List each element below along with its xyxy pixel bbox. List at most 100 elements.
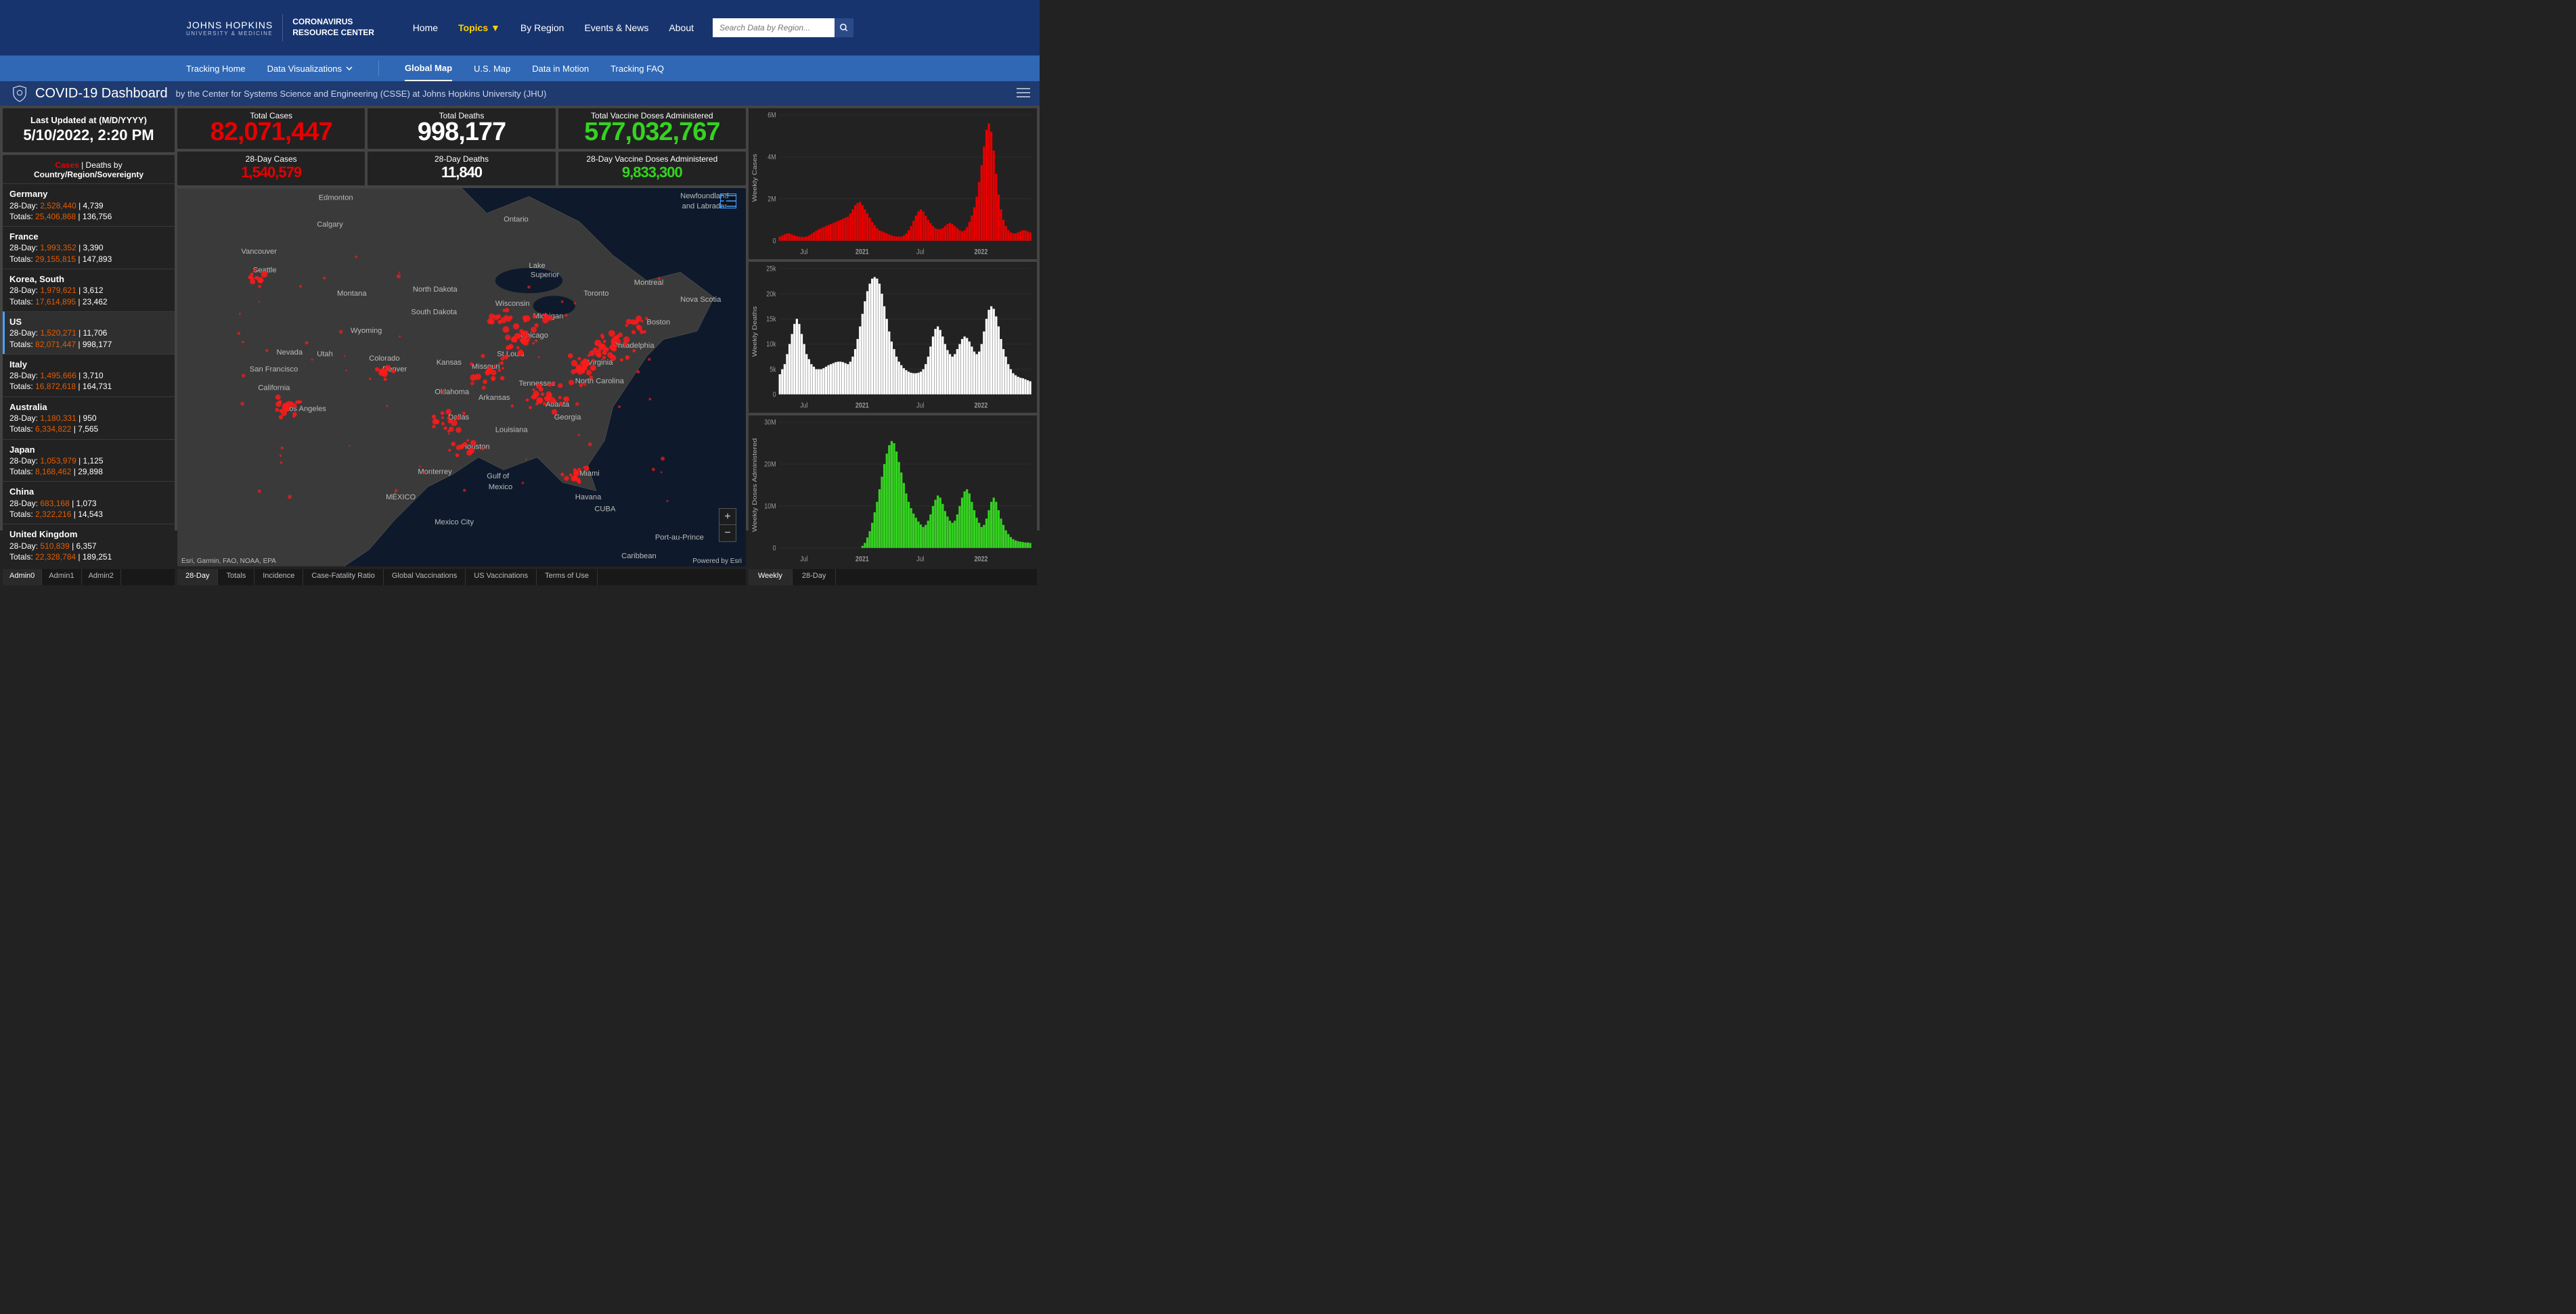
- topnav-item[interactable]: Home: [413, 22, 438, 33]
- metric-tab[interactable]: Terms of Use: [537, 569, 598, 585]
- stat-value: 998,177: [370, 119, 552, 145]
- zoom-in-button[interactable]: +: [719, 509, 736, 525]
- stat-label: 28-Day Vaccine Doses Administered: [561, 154, 743, 164]
- svg-text:2022: 2022: [974, 402, 987, 410]
- list-header: Cases | Deaths by Country/Region/Soverei…: [3, 155, 175, 183]
- subnav-item[interactable]: Data Visualizations: [267, 57, 353, 81]
- country-28day: 28-Day: 2,528,440 | 4,739: [9, 200, 169, 211]
- brand-right: CORONAVIRUS RESOURCE CENTER: [292, 17, 374, 38]
- admin-tab[interactable]: Admin1: [42, 569, 81, 585]
- country-row[interactable]: Italy28-Day: 1,495,666 | 3,710Totals: 16…: [3, 354, 175, 397]
- svg-text:30M: 30M: [764, 419, 776, 427]
- country-row[interactable]: Korea, South28-Day: 1,979,621 | 3,612Tot…: [3, 269, 175, 311]
- chart-deaths: 05k10k15k20k25kJul2021Jul2022Weekly Deat…: [749, 262, 1037, 413]
- svg-text:20k: 20k: [766, 290, 776, 298]
- map-panel[interactable]: EdmontonCalgaryVancouverSeattleMontanaNo…: [177, 188, 746, 566]
- country-row[interactable]: United Kingdom28-Day: 510,839 | 6,357Tot…: [3, 524, 175, 566]
- brand-right1: CORONAVIRUS: [292, 17, 374, 28]
- page-subtitle: by the Center for Systems Science and En…: [176, 89, 547, 99]
- search-input[interactable]: [713, 18, 835, 37]
- country-28day: 28-Day: 1,180,331 | 950: [9, 413, 169, 424]
- svg-text:North Carolina: North Carolina: [575, 377, 625, 385]
- admin-tab[interactable]: Admin0: [3, 569, 42, 585]
- country-totals: Totals: 82,071,447 | 998,177: [9, 339, 169, 350]
- svg-text:4M: 4M: [768, 154, 776, 162]
- stat-label: 28-Day Deaths: [370, 154, 552, 164]
- right-tabs: Weekly28-Day: [749, 569, 1037, 585]
- svg-text:Colorado: Colorado: [369, 355, 399, 363]
- svg-text:Jul: Jul: [916, 248, 924, 256]
- svg-text:Lake: Lake: [529, 262, 545, 270]
- subnav-item[interactable]: U.S. Map: [474, 57, 510, 81]
- search-button[interactable]: [835, 18, 853, 37]
- stat-panel: 28-Day Vaccine Doses Administered9,833,3…: [558, 152, 746, 185]
- country-totals: Totals: 29,155,815 | 147,893: [9, 254, 169, 265]
- subnav-item[interactable]: Data in Motion: [532, 57, 589, 81]
- country-list[interactable]: Germany28-Day: 2,528,440 | 4,739Totals: …: [3, 183, 175, 566]
- metric-tab[interactable]: Global Vaccinations: [384, 569, 466, 585]
- svg-text:MÉXICO: MÉXICO: [386, 493, 416, 501]
- dashboard: Last Updated at (M/D/YYYY) 5/10/2022, 2:…: [0, 106, 1040, 530]
- stat-value: 1,540,579: [180, 164, 362, 181]
- svg-text:2022: 2022: [974, 248, 987, 256]
- country-row[interactable]: Australia28-Day: 1,180,331 | 950Totals: …: [3, 397, 175, 439]
- metric-tab[interactable]: 28-Day: [177, 569, 218, 585]
- country-name: France: [9, 231, 169, 243]
- subnav-item[interactable]: Tracking FAQ: [610, 57, 664, 81]
- country-28day: 28-Day: 1,495,666 | 3,710: [9, 370, 169, 381]
- metric-tab[interactable]: Incidence: [254, 569, 303, 585]
- map-legend-button[interactable]: [720, 194, 736, 208]
- metric-tab[interactable]: Case-Fatality Ratio: [303, 569, 384, 585]
- hamburger-button[interactable]: [1017, 88, 1030, 99]
- svg-text:20M: 20M: [764, 461, 776, 469]
- chart-period-tab[interactable]: 28-Day: [793, 569, 836, 585]
- list-header-sub: Country/Region/Sovereignty: [5, 170, 172, 179]
- svg-text:Arkansas: Arkansas: [479, 394, 510, 402]
- country-row[interactable]: France28-Day: 1,993,352 | 3,390Totals: 2…: [3, 226, 175, 269]
- svg-text:Jul: Jul: [800, 248, 807, 256]
- topnav-item[interactable]: Topics ▼: [458, 22, 500, 33]
- svg-text:Louisiana: Louisiana: [495, 426, 529, 434]
- topnav-item[interactable]: About: [669, 22, 694, 33]
- svg-text:6M: 6M: [768, 112, 776, 120]
- stat-panel: Total Cases82,071,447: [177, 108, 365, 149]
- svg-text:Havana: Havana: [575, 493, 602, 501]
- right-column: 02M4M6MJul2021Jul2022Weekly Cases 05k10k…: [749, 108, 1037, 585]
- country-28day: 28-Day: 1,520,271 | 11,706: [9, 327, 169, 338]
- country-row[interactable]: Japan28-Day: 1,053,979 | 1,125Totals: 8,…: [3, 439, 175, 482]
- stats-row-small: 28-Day Cases1,540,57928-Day Deaths11,840…: [177, 152, 746, 185]
- country-row[interactable]: China28-Day: 683,168 | 1,073Totals: 2,32…: [3, 481, 175, 524]
- chart-vax: 010M20M30MJul2021Jul2022Weekly Doses Adm…: [749, 415, 1037, 566]
- stat-panel: Total Vaccine Doses Administered577,032,…: [558, 108, 746, 149]
- zoom-out-button[interactable]: −: [719, 525, 736, 541]
- country-totals: Totals: 22,328,784 | 189,251: [9, 551, 169, 562]
- svg-text:Superior: Superior: [531, 271, 560, 279]
- subnav-item[interactable]: Tracking Home: [186, 57, 246, 81]
- country-row[interactable]: US28-Day: 1,520,271 | 11,706Totals: 82,0…: [3, 311, 175, 354]
- country-totals: Totals: 2,322,216 | 14,543: [9, 509, 169, 520]
- admin-tab[interactable]: Admin2: [82, 569, 121, 585]
- list-header-cases: Cases: [55, 160, 79, 170]
- svg-text:Montana: Montana: [337, 290, 367, 298]
- search-icon: [839, 23, 849, 32]
- topnav-item[interactable]: By Region: [520, 22, 564, 33]
- metric-tab[interactable]: Totals: [218, 569, 254, 585]
- legend-icon: [721, 194, 736, 208]
- svg-text:2021: 2021: [856, 248, 869, 256]
- svg-text:10k: 10k: [766, 340, 776, 348]
- subnav-divider: [378, 61, 379, 76]
- svg-text:25k: 25k: [766, 265, 776, 273]
- svg-text:Boston: Boston: [646, 318, 670, 326]
- subnav-item[interactable]: Global Map: [405, 56, 452, 81]
- topnav-item[interactable]: Events & News: [584, 22, 648, 33]
- metric-tab[interactable]: US Vaccinations: [466, 569, 537, 585]
- center-column: Total Cases82,071,447Total Deaths998,177…: [177, 108, 746, 585]
- map-attribution: Esri, Garmin, FAO, NOAA, EPA Powered by …: [181, 558, 742, 565]
- svg-text:CUBA: CUBA: [594, 505, 616, 513]
- chart-period-tab[interactable]: Weekly: [749, 569, 793, 585]
- country-name: Korea, South: [9, 273, 169, 286]
- country-row[interactable]: Germany28-Day: 2,528,440 | 4,739Totals: …: [3, 183, 175, 226]
- country-28day: 28-Day: 1,053,979 | 1,125: [9, 455, 169, 466]
- svg-text:Utah: Utah: [317, 350, 333, 359]
- svg-text:Wyoming: Wyoming: [351, 327, 382, 335]
